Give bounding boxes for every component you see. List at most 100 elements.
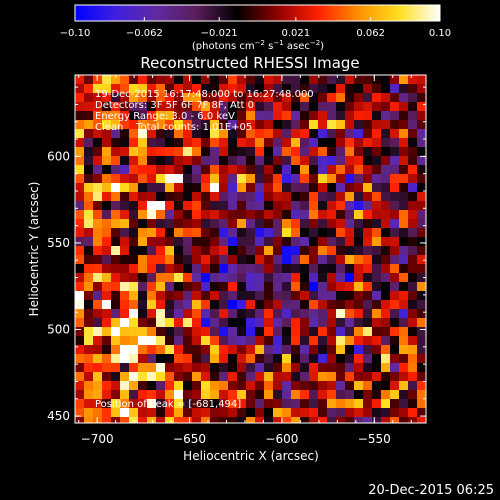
heatmap-cell <box>291 255 300 264</box>
heatmap-cell <box>183 93 192 102</box>
heatmap-cell <box>111 102 120 111</box>
colorbar-ticks: −0.10 −0.062 −0.021 0.021 0.062 0.10 <box>60 17 451 39</box>
heatmap-cell <box>192 75 201 84</box>
heatmap-cell <box>165 129 174 138</box>
heatmap-cell <box>273 336 282 345</box>
heatmap-cell <box>354 291 363 300</box>
heatmap-cell <box>327 336 336 345</box>
heatmap-cell <box>165 363 174 372</box>
heatmap-cell <box>165 138 174 147</box>
heatmap-cell <box>147 102 156 111</box>
heatmap-cell <box>372 102 381 111</box>
heatmap-cell <box>273 156 282 165</box>
heatmap-cell <box>273 327 282 336</box>
heatmap-cell <box>174 336 183 345</box>
heatmap-cell <box>246 75 255 84</box>
heatmap-cell <box>165 372 174 381</box>
heatmap-cell <box>399 417 408 423</box>
heatmap-cell <box>228 309 237 318</box>
heatmap-cell <box>336 381 345 390</box>
heatmap-cell <box>237 93 246 102</box>
heatmap-cell <box>192 237 201 246</box>
heatmap-cell <box>129 318 138 327</box>
heatmap-cell <box>255 336 264 345</box>
heatmap-cell <box>282 183 291 192</box>
heatmap-cell <box>255 111 264 120</box>
heatmap-cell <box>309 111 318 120</box>
heatmap-cell <box>228 93 237 102</box>
heatmap-cell <box>390 399 399 408</box>
heatmap-cell <box>219 399 228 408</box>
heatmap-cell <box>291 300 300 309</box>
heatmap-cell <box>318 201 327 210</box>
heatmap-cell <box>300 363 309 372</box>
heatmap-cell <box>417 318 426 327</box>
heatmap-cell <box>327 93 336 102</box>
heatmap-cell <box>399 264 408 273</box>
heatmap-cell <box>327 399 336 408</box>
heatmap-cell <box>210 129 219 138</box>
heatmap-cell <box>192 93 201 102</box>
heatmap-cell <box>309 237 318 246</box>
heatmap-cell <box>237 165 246 174</box>
heatmap-cell <box>120 318 129 327</box>
heatmap-cell <box>147 210 156 219</box>
heatmap-cell <box>210 75 219 84</box>
heatmap-cell <box>156 318 165 327</box>
heatmap-cell <box>336 363 345 372</box>
heatmap-cell <box>390 327 399 336</box>
heatmap-cell <box>102 282 111 291</box>
heatmap-cell <box>273 309 282 318</box>
heatmap-cell <box>300 210 309 219</box>
heatmap-cell <box>264 120 273 129</box>
heatmap-cell <box>183 111 192 120</box>
heatmap-cell <box>309 93 318 102</box>
heatmap-cell <box>408 93 417 102</box>
heatmap-cell <box>408 201 417 210</box>
heatmap-cell <box>165 201 174 210</box>
heatmap-cell <box>381 219 390 228</box>
heatmap-cell <box>381 228 390 237</box>
heatmap-cell <box>336 282 345 291</box>
heatmap-cell <box>336 219 345 228</box>
heatmap-cell <box>192 300 201 309</box>
heatmap-cell <box>336 102 345 111</box>
heatmap-cell <box>318 111 327 120</box>
heatmap-cell <box>408 246 417 255</box>
heatmap-cell <box>210 399 219 408</box>
heatmap-cell <box>345 246 354 255</box>
heatmap-cell <box>192 273 201 282</box>
heatmap-cell <box>75 372 84 381</box>
heatmap-cell <box>318 129 327 138</box>
heatmap-cell <box>309 408 318 417</box>
heatmap-cell <box>354 183 363 192</box>
heatmap-cell <box>219 408 228 417</box>
heatmap-cell <box>246 264 255 273</box>
heatmap-cell <box>300 228 309 237</box>
heatmap-cell <box>264 246 273 255</box>
heatmap-cell <box>93 246 102 255</box>
heatmap-cell <box>120 138 129 147</box>
heatmap-cell <box>147 174 156 183</box>
heatmap-cell <box>291 183 300 192</box>
heatmap-cell <box>345 129 354 138</box>
heatmap-cell <box>237 75 246 84</box>
heatmap-cell <box>363 75 372 84</box>
heatmap-cell <box>192 147 201 156</box>
heatmap-cell <box>291 102 300 111</box>
heatmap-cell <box>93 174 102 183</box>
heatmap-cell <box>192 84 201 93</box>
heatmap-cell <box>372 309 381 318</box>
heatmap-cell <box>300 417 309 423</box>
heatmap-cell <box>417 264 426 273</box>
heatmap-cell <box>174 246 183 255</box>
heatmap-cell <box>219 111 228 120</box>
heatmap-cell <box>309 183 318 192</box>
heatmap-cell <box>174 120 183 129</box>
heatmap-cell <box>210 210 219 219</box>
heatmap-cell <box>390 390 399 399</box>
heatmap-cell <box>93 210 102 219</box>
heatmap-cell <box>75 345 84 354</box>
y-axis-label: Heliocentric Y (arcsec) <box>27 182 41 317</box>
heatmap-cell <box>246 372 255 381</box>
